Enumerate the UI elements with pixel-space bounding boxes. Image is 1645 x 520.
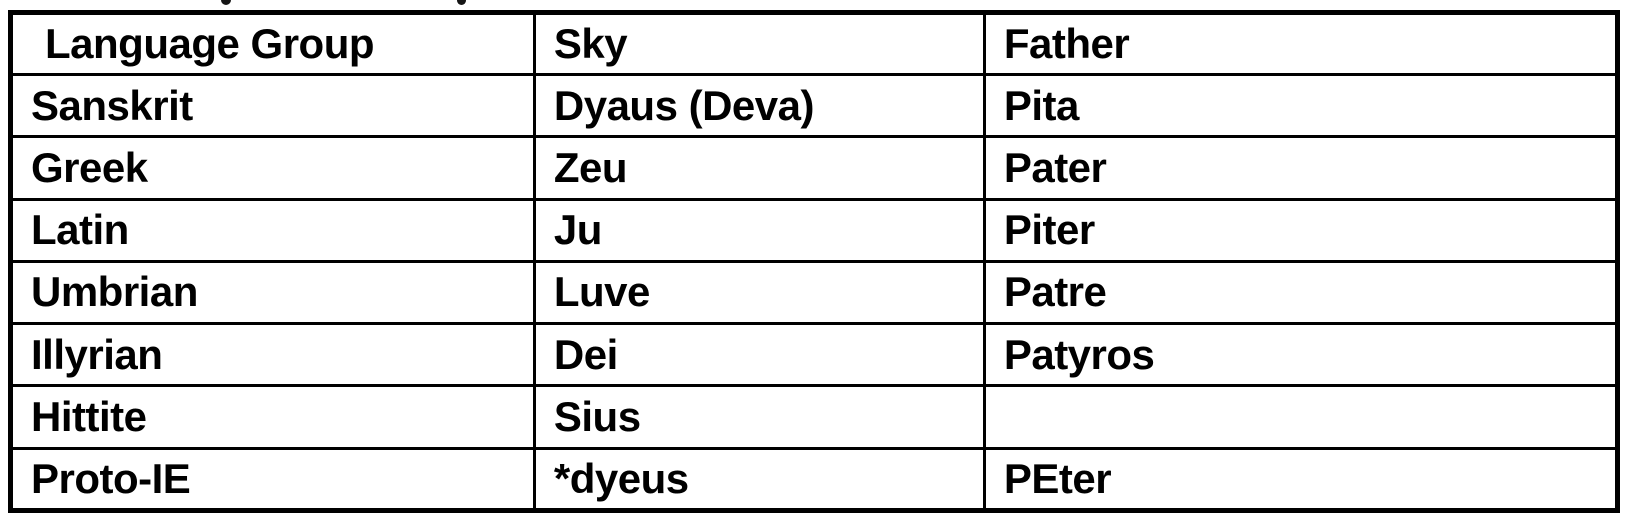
- cell-language: Latin: [9, 197, 536, 263]
- cell-language: Greek: [9, 135, 536, 201]
- cell-father: Patyros: [982, 322, 1620, 388]
- cell-father: Patre: [982, 259, 1620, 326]
- cell-language: Illyrian: [9, 322, 536, 388]
- table-row: Greek Zeu Pater: [9, 135, 1620, 201]
- cropped-text-artifact: [457, 0, 466, 5]
- cell-father: Pater: [982, 135, 1620, 201]
- cell-sky: Dyaus (Deva): [532, 72, 986, 139]
- cell-father: Pita: [982, 72, 1620, 139]
- cell-language: Sanskrit: [9, 72, 536, 139]
- language-cognates-table: Language Group Sky Father Sanskrit Dyaus…: [8, 10, 1620, 513]
- cell-language: Proto-IE: [9, 446, 536, 513]
- cell-father: Piter: [982, 197, 1620, 263]
- column-header-sky: Sky: [532, 11, 986, 76]
- cell-sky: *dyeus: [532, 446, 986, 513]
- cropped-text-artifact: [221, 0, 231, 5]
- cell-language: Hittite: [9, 384, 536, 450]
- table-row: Umbrian Luve Patre: [9, 259, 1620, 326]
- cell-sky: Dei: [532, 322, 986, 388]
- cell-language: Umbrian: [9, 259, 536, 326]
- cell-sky: Ju: [532, 197, 986, 263]
- column-header-father: Father: [982, 11, 1620, 76]
- column-header-language-group: Language Group: [9, 11, 536, 76]
- cell-sky: Sius: [532, 384, 986, 450]
- cell-sky: Zeu: [532, 135, 986, 201]
- cell-father: [982, 384, 1620, 450]
- cell-sky: Luve: [532, 259, 986, 326]
- table-row: Illyrian Dei Patyros: [9, 322, 1620, 388]
- table-row: Sanskrit Dyaus (Deva) Pita: [9, 72, 1620, 139]
- table-row: Hittite Sius: [9, 384, 1620, 450]
- table-row: Latin Ju Piter: [9, 197, 1620, 263]
- table-header-row: Language Group Sky Father: [9, 11, 1620, 76]
- cell-father: PEter: [982, 446, 1620, 513]
- table-row: Proto-IE *dyeus PEter: [9, 446, 1620, 513]
